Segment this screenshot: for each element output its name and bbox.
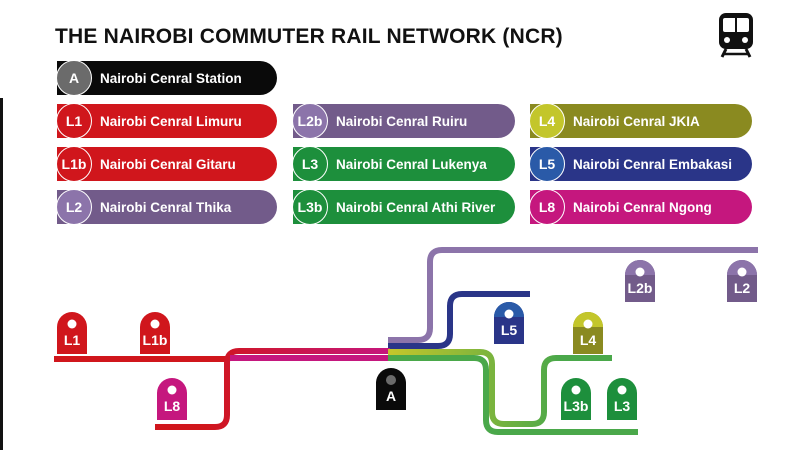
pin-label-l5: L5 bbox=[501, 322, 518, 338]
pin-l2b: L2b bbox=[625, 260, 655, 302]
legend-badge-l2: L2 bbox=[56, 189, 92, 225]
legend-item-l1: L1 Nairobi Cenral Limuru bbox=[56, 103, 277, 139]
legend-label-l5: Nairobi Cenral Embakasi bbox=[573, 156, 733, 172]
legend-item-l3b: L3b Nairobi Cenral Athi River bbox=[292, 189, 515, 225]
legend-badge-l4: L4 bbox=[529, 103, 565, 139]
track-l2-thika bbox=[388, 247, 758, 343]
train-icon bbox=[719, 13, 753, 58]
legend-item-l4: L4 Nairobi Cenral JKIA bbox=[529, 103, 752, 139]
legend-item-l2: L2 Nairobi Cenral Thika bbox=[56, 189, 277, 225]
page-title: THE NAIROBI COMMUTER RAIL NETWORK (NCR) bbox=[55, 25, 563, 48]
legend-badge-l5: L5 bbox=[529, 146, 565, 182]
legend-label-l3: Nairobi Cenral Lukenya bbox=[336, 156, 487, 172]
pin-label-a: A bbox=[386, 388, 396, 404]
track-l4-jkia bbox=[388, 349, 612, 427]
pin-label-l3: L3 bbox=[614, 398, 631, 414]
legend-badge-l2b: L2b bbox=[292, 103, 328, 139]
legend-item-a: A Nairobi Cenral Station bbox=[56, 60, 277, 96]
legend-item-l1b: L1b Nairobi Cenral Gitaru bbox=[56, 146, 277, 182]
track-l3-lukenya bbox=[388, 355, 638, 435]
legend-item-l3: L3 Nairobi Cenral Lukenya bbox=[292, 146, 515, 182]
pin-l2: L2 bbox=[727, 260, 757, 302]
legend-label-l1: Nairobi Cenral Limuru bbox=[100, 113, 242, 129]
pin-l1b: L1b bbox=[140, 312, 170, 354]
legend-item-l8: L8 Nairobi Cenral Ngong bbox=[529, 189, 752, 225]
legend-label-l1b: Nairobi Cenral Gitaru bbox=[100, 156, 236, 172]
pin-label-l1: L1 bbox=[64, 332, 81, 348]
track-l8-ngong bbox=[155, 348, 390, 430]
legend-item-l5: L5 Nairobi Cenral Embakasi bbox=[529, 146, 752, 182]
legend-label-l4: Nairobi Cenral JKIA bbox=[573, 113, 700, 129]
legend-label-l2: Nairobi Cenral Thika bbox=[100, 199, 232, 215]
pin-a: A bbox=[376, 368, 406, 410]
legend-label-a: Nairobi Cenral Station bbox=[100, 70, 242, 86]
legend-badge-l1: L1 bbox=[56, 103, 92, 139]
pin-l4: L4 bbox=[573, 312, 603, 354]
legend-label-l8: Nairobi Cenral Ngong bbox=[573, 199, 712, 215]
pin-l1: L1 bbox=[57, 312, 87, 354]
pin-label-l4: L4 bbox=[580, 332, 597, 348]
pin-l3: L3 bbox=[607, 378, 637, 420]
legend-badge-l1b: L1b bbox=[56, 146, 92, 182]
legend-label-l2b: Nairobi Cenral Ruiru bbox=[336, 113, 468, 129]
pin-label-l2b: L2b bbox=[628, 280, 653, 296]
pin-label-l8: L8 bbox=[164, 398, 181, 414]
legend-label-l3b: Nairobi Cenral Athi River bbox=[336, 199, 496, 215]
pin-label-l3b: L3b bbox=[564, 398, 589, 414]
legend-badge-a: A bbox=[56, 60, 92, 96]
pin-l3b: L3b bbox=[561, 378, 591, 420]
left-divider bbox=[0, 98, 3, 450]
legend-badge-l8: L8 bbox=[529, 189, 565, 225]
pin-l5: L5 bbox=[494, 302, 524, 344]
track-l5-embakasi bbox=[388, 291, 530, 349]
pin-label-l2: L2 bbox=[734, 280, 751, 296]
pin-l8: L8 bbox=[157, 378, 187, 420]
pin-label-l1b: L1b bbox=[143, 332, 168, 348]
legend-badge-l3b: L3b bbox=[292, 189, 328, 225]
legend-item-l2b: L2b Nairobi Cenral Ruiru bbox=[292, 103, 515, 139]
legend-badge-l3: L3 bbox=[292, 146, 328, 182]
